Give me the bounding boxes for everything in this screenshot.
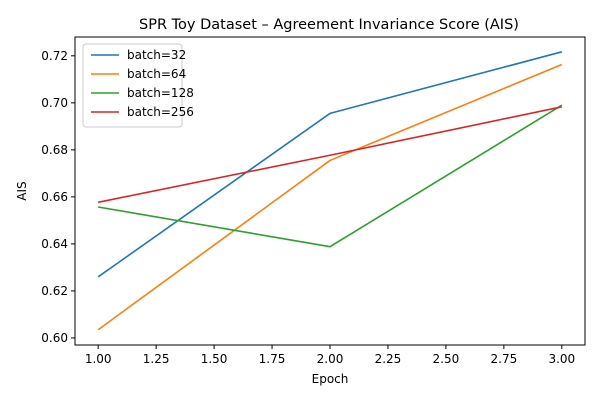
x-tick-label: 1.50 — [201, 352, 228, 366]
legend-label: batch=256 — [127, 105, 194, 119]
x-tick-label: 2.75 — [491, 352, 518, 366]
chart-title: SPR Toy Dataset – Agreement Invariance S… — [139, 17, 519, 33]
x-tick-label: 2.25 — [375, 352, 402, 366]
series-line-batch-256 — [98, 106, 562, 204]
legend-label: batch=64 — [127, 67, 186, 81]
y-tick-label: 0.64 — [41, 237, 68, 251]
y-tick-label: 0.70 — [41, 96, 68, 110]
series-lines — [97, 51, 563, 331]
y-tick-label: 0.68 — [41, 143, 68, 157]
legend-label: batch=128 — [127, 86, 194, 100]
y-tick-label: 0.72 — [41, 49, 68, 63]
legend-label: batch=32 — [127, 48, 186, 62]
x-axis-ticks: 1.00 1.25 1.50 1.75 2.00 2.25 2.50 2.75 3.00 — [85, 345, 575, 366]
y-tick-label: 0.66 — [41, 190, 68, 204]
x-tick-label: 1.25 — [143, 352, 170, 366]
x-axis-label: Epoch — [312, 372, 349, 386]
y-tick-label: 0.62 — [41, 284, 68, 298]
x-tick-label: 1.00 — [85, 352, 112, 366]
legend: batch=32 batch=64 batch=128 batch=256 — [82, 43, 194, 128]
x-tick-label: 1.75 — [259, 352, 286, 366]
y-tick-label: 0.60 — [41, 331, 68, 345]
series-line-batch-128 — [98, 104, 563, 248]
x-tick-label: 2.00 — [317, 352, 344, 366]
legend-box — [82, 43, 183, 128]
series-line-batch-64 — [97, 63, 563, 331]
y-axis-label: AIS — [15, 181, 29, 200]
series-line-batch-32 — [97, 51, 563, 278]
y-axis-ticks: 0.60 0.62 0.64 0.66 0.68 0.70 0.72 — [41, 49, 75, 345]
x-tick-label: 3.00 — [548, 352, 575, 366]
x-tick-label: 2.50 — [433, 352, 460, 366]
